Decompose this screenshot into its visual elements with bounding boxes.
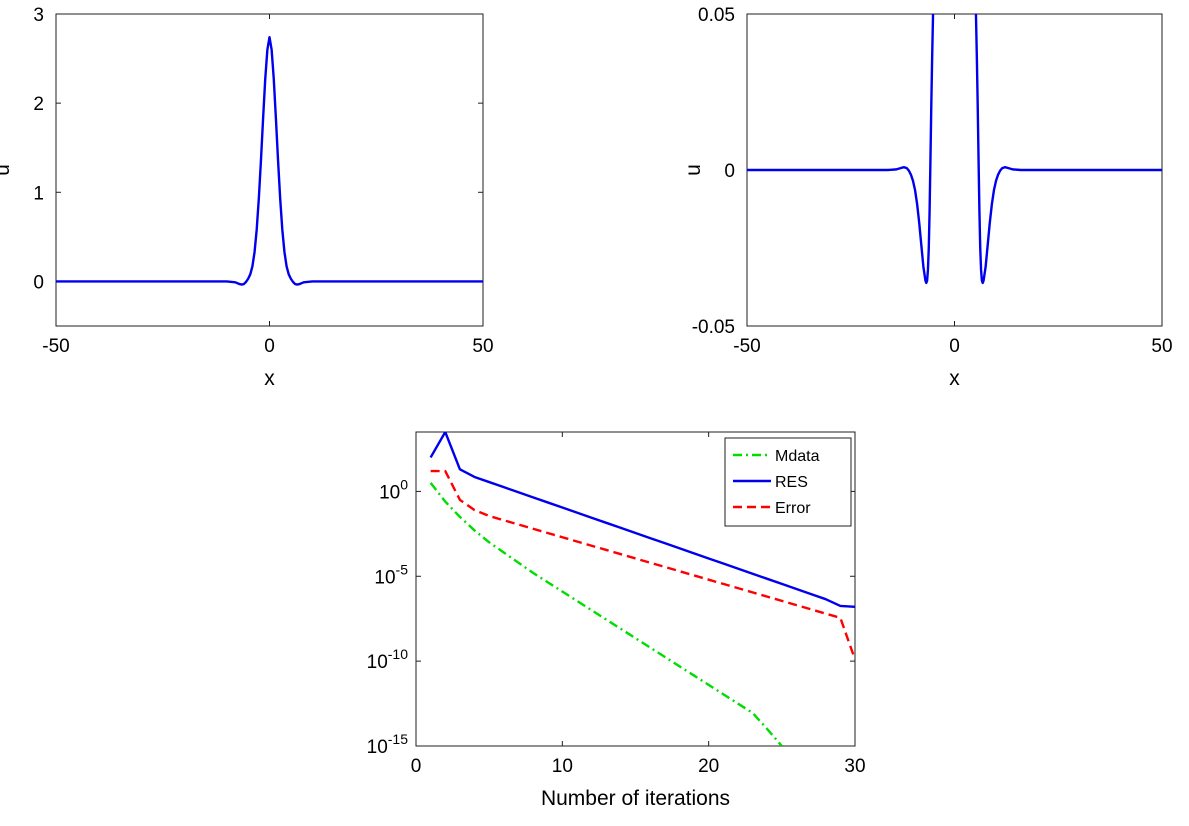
y-axis-label: u [682,164,705,176]
x-tick-label: -50 [733,336,760,357]
y-tick-label: 0 [724,161,735,182]
x-axis-label: Number of iterations [541,787,730,810]
x-axis-label: x [264,367,275,390]
series-line-mdata [429,482,783,746]
legend-label: RES [775,474,808,491]
y-tick-label: 3 [33,5,44,26]
y-tick-label: 0.05 [698,5,735,26]
y-tick-label: 0 [33,272,44,293]
y-tick-label: 1 [33,183,44,204]
legend: Mdata RES Error [724,437,852,527]
chart-panel-3: 0 10 20 30 10-15 10-10 10-5 100 Number of iterat… [367,431,866,810]
x-tick-label: 50 [472,336,493,357]
chart-panel-1: -50 0 50 0 1 2 3 x u [0,5,494,390]
legend-label: Mdata [775,448,820,465]
x-tick-label: 0 [264,336,275,357]
x-tick-label: 20 [698,756,719,777]
plot-area [415,431,856,747]
series-line-1 [56,35,483,286]
series-line-1 [747,14,1162,285]
x-tick-label: 30 [844,756,865,777]
y-tick-label: -0.05 [692,317,735,338]
chart-panel-2: -50 0 50 -0.05 0 0.05 x u [682,5,1173,390]
x-tick-label: 10 [552,756,573,777]
x-axis-label: x [949,367,960,390]
y-tick-label: 2 [33,94,44,115]
x-tick-label: 50 [1151,336,1172,357]
y-tick-label: 10-15 [367,731,409,758]
y-axis-label: u [0,164,14,176]
series-line-error [430,469,855,660]
y-tick-label: 10-5 [374,561,408,588]
legend-label: Error [775,500,811,517]
y-tick-label: 100 [379,476,408,503]
x-tick-label: 0 [411,756,422,777]
y-tick-label: 10-10 [367,646,409,673]
x-tick-label: 0 [949,336,960,357]
series-line-res [429,432,855,609]
x-tick-label: -50 [42,336,69,357]
